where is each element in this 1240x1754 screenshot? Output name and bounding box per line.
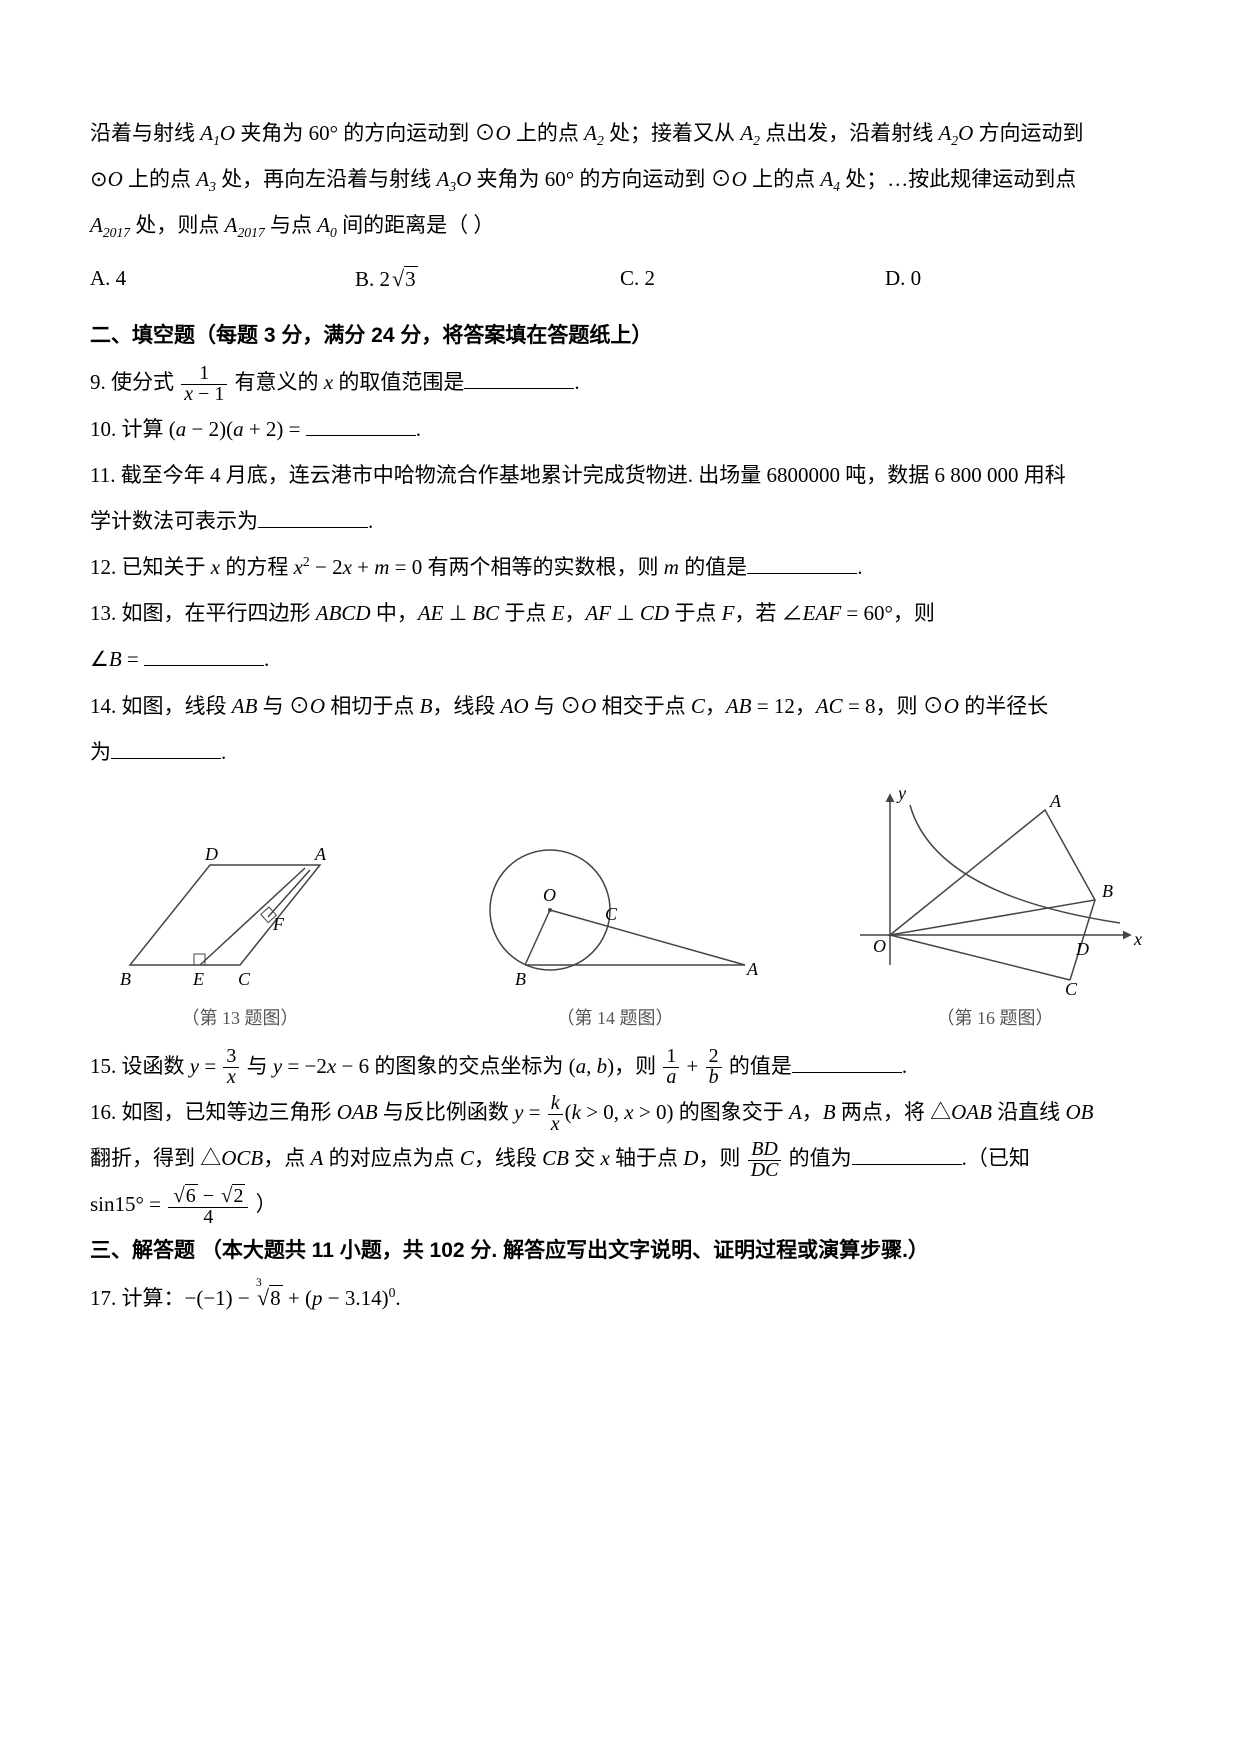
q12: 12. 已知关于 x 的方程 x2 − 2x + m = 0 有两个相等的实数根… — [90, 544, 1150, 590]
q9: 9. 使分式 1x − 1 有意义的 x 的取值范围是. — [90, 359, 1150, 405]
q13-line1: 13. 如图，在平行四边形 ABCD 中，AE ⊥ BC 于点 E，AF ⊥ C… — [90, 590, 1150, 636]
svg-text:C: C — [1065, 979, 1078, 995]
fig14-box: O A B C （第 14 题图） — [455, 835, 775, 1039]
q10: 10. 计算 (a − 2)(a + 2) = . — [90, 406, 1150, 452]
q8-line1: 沿着与射线 A1O 夹角为 60° 的方向运动到 ⊙O 上的点 A2 处；接着又… — [90, 110, 1150, 156]
q8-line2: ⊙O 上的点 A3 处，再向左沿着与射线 A3O 夹角为 60° 的方向运动到 … — [90, 156, 1150, 202]
q14-line2: 为. — [90, 729, 1150, 775]
q16-line1: 16. 如图，已知等边三角形 OAB 与反比例函数 y = kx(k > 0, … — [90, 1089, 1150, 1135]
q16-line2: 翻折，得到 △OCB，点 A 的对应点为点 C，线段 CB 交 x 轴于点 D，… — [90, 1135, 1150, 1181]
svg-text:B: B — [120, 969, 131, 989]
svg-text:D: D — [204, 844, 218, 864]
q8-line3: A2017 处，则点 A2017 与点 A0 间的距离是（ ） — [90, 202, 1150, 248]
svg-text:D: D — [1075, 939, 1089, 959]
q15: 15. 设函数 y = 3x 与 y = −2x − 6 的图象的交点坐标为 (… — [90, 1043, 1150, 1089]
q17: 17. 计算：−(−1) − 38 + (p − 3.14)0. — [90, 1274, 1150, 1323]
svg-text:O: O — [543, 885, 556, 905]
fig13-caption: （第 13 题图） — [90, 999, 390, 1039]
q8-opt-d: D. 0 — [885, 255, 1150, 304]
fig16-svg: O A B C Dx y — [840, 785, 1150, 995]
svg-text:A: A — [1049, 791, 1062, 811]
fig14-svg: O A B C — [455, 835, 775, 995]
svg-text:B: B — [1102, 881, 1113, 901]
svg-text:E: E — [192, 969, 204, 989]
svg-text:B: B — [515, 969, 526, 989]
svg-text:O: O — [873, 936, 886, 956]
blank — [111, 735, 221, 759]
q11-line1: 11. 截至今年 4 月底，连云港市中哈物流合作基地累计完成货物进. 出场量 6… — [90, 452, 1150, 498]
blank — [464, 365, 574, 389]
q11-line2: 学计数法可表示为. — [90, 498, 1150, 544]
fig16-caption: （第 16 题图） — [840, 999, 1150, 1039]
svg-text:C: C — [238, 969, 251, 989]
blank — [306, 411, 416, 435]
svg-text:C: C — [605, 904, 618, 924]
q8-opt-a: A. 4 — [90, 255, 355, 304]
fig14-caption: （第 14 题图） — [455, 999, 775, 1039]
svg-text:A: A — [746, 959, 759, 979]
q16-line3: sin15° = 6 − 24 ） — [90, 1181, 1150, 1228]
q8-opt-b: B. 23 — [355, 255, 620, 304]
svg-text:y: y — [896, 785, 906, 803]
svg-text:A: A — [314, 844, 327, 864]
section-2-heading: 二、填空题（每题 3 分，满分 24 分，将答案填在答题纸上） — [90, 313, 1150, 359]
blank — [258, 504, 368, 528]
fig16-box: O A B C Dx y （第 16 题图） — [840, 785, 1150, 1039]
svg-text:F: F — [272, 914, 285, 934]
blank — [747, 550, 857, 574]
blank — [144, 642, 264, 666]
figures-row: A B C D E F （第 13 题图） O A B C （第 14 题图） O A B C Dx y … — [90, 785, 1150, 1039]
q8-options: A. 4 B. 23 C. 2 D. 0 — [90, 255, 1150, 304]
q13-line2: ∠B = . — [90, 636, 1150, 682]
fig13-svg: A B C D E F — [90, 835, 390, 995]
q14-line1: 14. 如图，线段 AB 与 ⊙O 相切于点 B，线段 AO 与 ⊙O 相交于点… — [90, 683, 1150, 729]
fig13-box: A B C D E F （第 13 题图） — [90, 835, 390, 1039]
blank — [792, 1049, 902, 1073]
q8-opt-c: C. 2 — [620, 255, 885, 304]
section-3-heading: 三、解答题 （本大题共 11 小题，共 102 分. 解答应写出文字说明、证明过… — [90, 1228, 1150, 1274]
svg-text:x: x — [1133, 929, 1142, 949]
blank — [852, 1141, 962, 1165]
